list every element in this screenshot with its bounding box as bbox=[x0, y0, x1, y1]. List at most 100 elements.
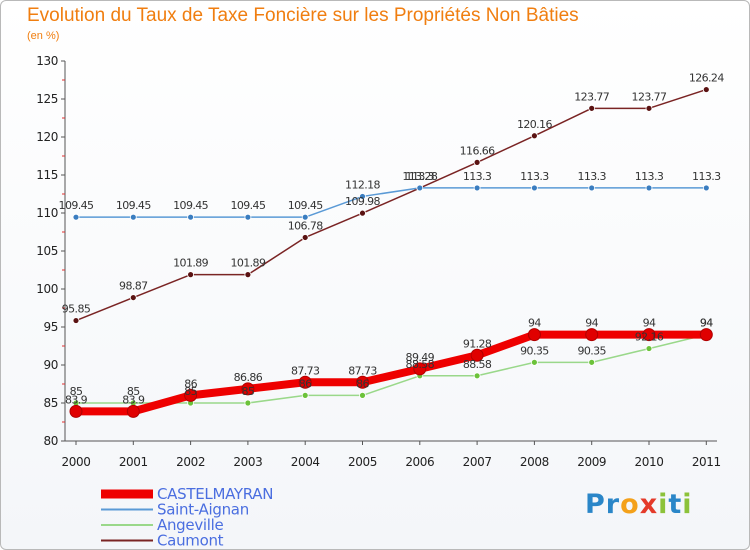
data-point-angeville bbox=[645, 345, 653, 352]
data-point-saint-aignan bbox=[359, 193, 366, 200]
data-label-caumont: 120.16 bbox=[517, 118, 552, 131]
legend-label-castelmayran: CASTELMAYRAN bbox=[157, 485, 273, 503]
y-tick-label: 120 bbox=[36, 130, 58, 144]
data-point-caumont bbox=[531, 132, 538, 140]
data-label-castelmayran: 94 bbox=[700, 317, 713, 330]
logo-letter: o bbox=[620, 489, 640, 520]
data-point-saint-aignan bbox=[244, 213, 252, 221]
y-tick-label: 130 bbox=[36, 54, 58, 68]
logo-letter: P bbox=[585, 489, 606, 520]
data-label-castelmayran: 94 bbox=[528, 317, 541, 330]
data-point-saint-aignan bbox=[187, 213, 195, 221]
data-point-castelmayran bbox=[298, 375, 312, 389]
data-label-caumont: 95.85 bbox=[62, 303, 91, 316]
x-tick-label: 2005 bbox=[348, 455, 377, 469]
data-point-caumont bbox=[187, 271, 195, 279]
data-point-castelmayran bbox=[241, 382, 255, 396]
logo-letter: r bbox=[605, 489, 621, 520]
legend-label-saint-aignan: Saint-Aignan bbox=[157, 501, 249, 519]
y-tick-label: 105 bbox=[36, 244, 58, 258]
data-label-caumont: 123.77 bbox=[574, 90, 609, 103]
y-tick-label: 115 bbox=[36, 168, 58, 182]
data-point-caumont bbox=[588, 104, 596, 112]
data-point-angeville bbox=[359, 391, 366, 399]
data-label-saint-aignan: 113.3 bbox=[577, 170, 606, 183]
data-point-saint-aignan bbox=[72, 213, 80, 221]
x-tick-label: 2003 bbox=[233, 455, 262, 469]
x-tick-label: 2008 bbox=[520, 455, 549, 469]
series-lines bbox=[69, 86, 713, 418]
data-label-castelmayran: 87.73 bbox=[291, 364, 320, 377]
data-point-caumont bbox=[244, 271, 252, 279]
series-line-saint-aignan bbox=[75, 187, 708, 218]
data-point-caumont bbox=[129, 294, 137, 301]
data-point-saint-aignan bbox=[702, 184, 710, 192]
data-label-angeville: 85 bbox=[184, 385, 197, 398]
data-point-saint-aignan bbox=[588, 184, 596, 192]
data-point-angeville bbox=[473, 372, 481, 380]
data-label-caumont: 116.66 bbox=[460, 144, 495, 157]
data-point-caumont bbox=[473, 158, 481, 166]
data-label-caumont: 126.24 bbox=[689, 72, 724, 85]
data-label-angeville: 86 bbox=[299, 377, 312, 390]
data-label-caumont: 113.28 bbox=[402, 170, 437, 183]
data-point-castelmayran bbox=[413, 362, 427, 376]
x-tick-label: 2000 bbox=[62, 455, 91, 469]
x-tick-label: 2009 bbox=[577, 455, 606, 469]
data-label-caumont: 98.87 bbox=[119, 280, 148, 293]
data-label-saint-aignan: 112.18 bbox=[345, 178, 380, 191]
data-label-caumont: 101.89 bbox=[230, 257, 265, 270]
data-label-caumont: 106.78 bbox=[288, 219, 323, 232]
legend-label-angeville: Angeville bbox=[157, 516, 223, 534]
data-label-angeville: 90.35 bbox=[520, 344, 549, 357]
data-labels: 95.85 98.87 101.89 101.89 106.78 109.98 113.28… bbox=[59, 72, 725, 407]
data-point-angeville bbox=[588, 358, 596, 366]
data-point-saint-aignan bbox=[473, 184, 481, 192]
series-line-angeville bbox=[75, 333, 708, 404]
data-point-saint-aignan bbox=[531, 184, 538, 192]
data-point-castelmayran bbox=[585, 328, 599, 342]
data-label-angeville: 86 bbox=[356, 377, 369, 390]
data-point-saint-aignan bbox=[301, 213, 309, 221]
axes: 80 85 90 95 100 105 110 115 120 125 130 2000 2001 200… bbox=[36, 54, 721, 469]
data-label-saint-aignan: 109.45 bbox=[288, 199, 323, 212]
x-tick-label: 2004 bbox=[291, 455, 320, 469]
data-label-caumont: 101.89 bbox=[173, 257, 208, 270]
x-tick-label: 2011 bbox=[692, 455, 721, 469]
x-tick-label: 2002 bbox=[176, 455, 205, 469]
data-point-caumont bbox=[702, 86, 710, 93]
data-label-saint-aignan: 113.3 bbox=[635, 170, 664, 183]
data-point-angeville bbox=[531, 358, 538, 366]
data-label-saint-aignan: 109.45 bbox=[173, 199, 208, 212]
y-tick-label: 100 bbox=[36, 282, 58, 296]
data-point-castelmayran bbox=[356, 375, 369, 389]
data-point-saint-aignan bbox=[416, 184, 424, 192]
x-tick-label: 2001 bbox=[119, 455, 148, 469]
logo-letter: t bbox=[668, 489, 683, 520]
logo-letter: i bbox=[682, 489, 693, 520]
proxiti-logo: Proxiti bbox=[585, 489, 693, 520]
y-tick-label: 85 bbox=[44, 396, 58, 410]
data-label-caumont: 109.98 bbox=[345, 195, 380, 208]
data-label-castelmayran: 83.9 bbox=[122, 393, 145, 406]
data-label-angeville: 92.16 bbox=[635, 331, 664, 344]
data-point-castelmayran bbox=[699, 328, 713, 342]
x-tick-label: 2006 bbox=[405, 455, 434, 469]
data-label-angeville: 88.58 bbox=[406, 358, 435, 371]
data-label-castelmayran: 91.28 bbox=[463, 337, 492, 350]
data-point-castelmayran bbox=[184, 388, 198, 402]
data-label-angeville: 85 bbox=[127, 385, 140, 398]
data-label-castelmayran: 86.86 bbox=[234, 371, 263, 384]
data-point-castelmayran bbox=[69, 404, 83, 418]
y-tick-label: 90 bbox=[44, 358, 58, 372]
data-point-castelmayran bbox=[527, 328, 541, 342]
data-label-saint-aignan: 109.45 bbox=[116, 199, 151, 212]
data-label-angeville: 94 bbox=[700, 317, 713, 330]
y-axis-unit: (en %) bbox=[27, 30, 60, 42]
data-label-angeville: 85 bbox=[241, 385, 254, 398]
data-point-angeville bbox=[301, 391, 309, 399]
data-label-saint-aignan: 113.3 bbox=[520, 170, 549, 183]
data-label-angeville: 90.35 bbox=[577, 344, 606, 357]
data-point-saint-aignan bbox=[129, 213, 137, 221]
